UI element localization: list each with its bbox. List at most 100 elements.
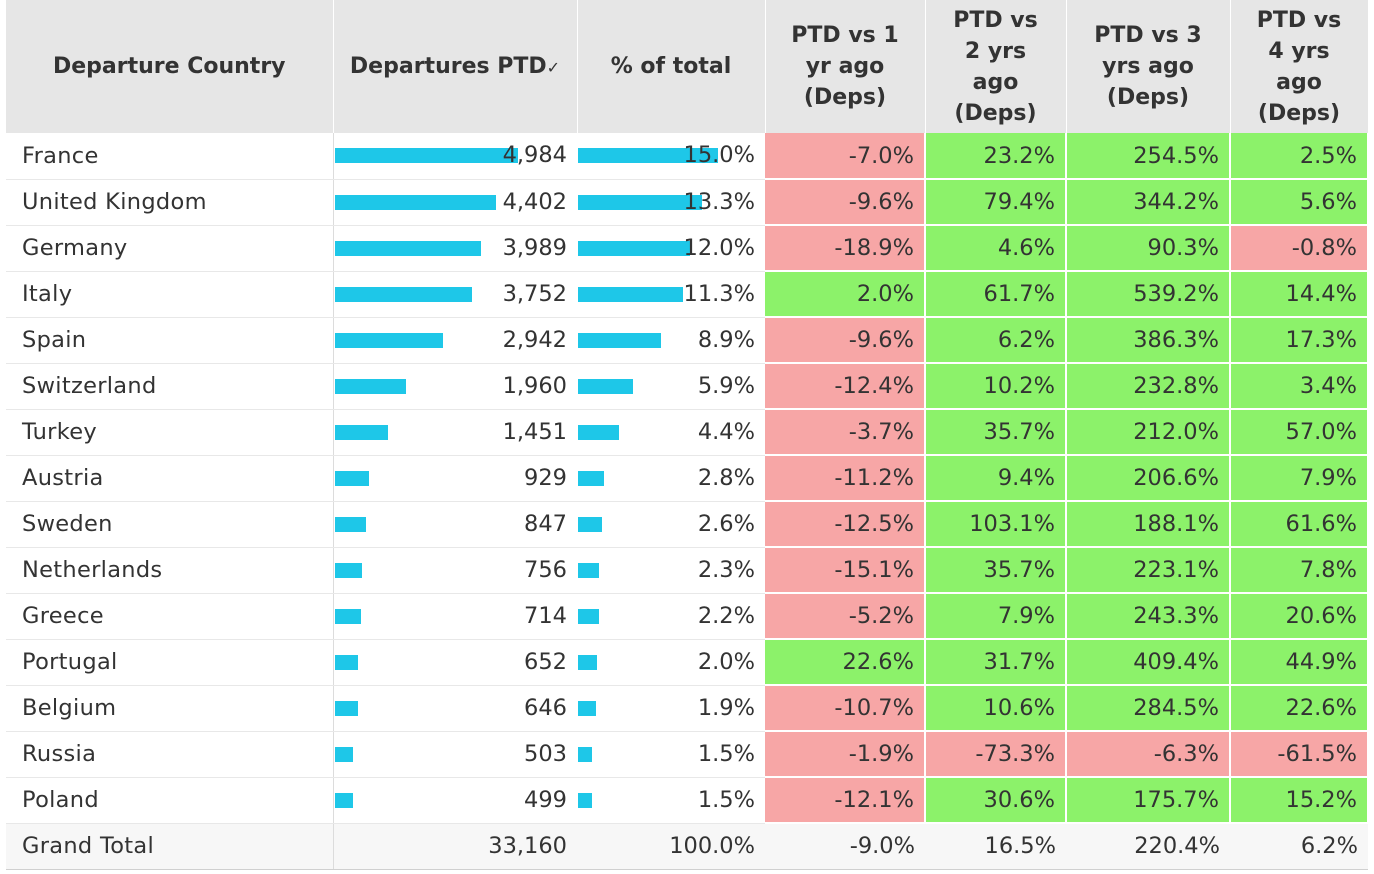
country-cell: Turkey [6,409,333,456]
header-label: PTD vs [953,7,1038,33]
header-pct-of-total[interactable]: % of total [577,0,766,133]
departures-bar [334,240,481,256]
header-vs-2yrs[interactable]: PTD vs 2 yrs ago (Deps) [925,0,1067,133]
grand-total-departures-cell: 33,160 [332,822,577,870]
vs-4yrs-cell: 2.5% [1230,133,1369,180]
pct-cell: 5.9% [577,363,765,410]
departures-value: 4,402 [502,188,567,215]
header-departures-ptd[interactable]: Departures PTD✓ [333,0,578,133]
pct-cell: 2.2% [577,593,765,640]
table-body: France 4,984 15.0% -7.0% 23.2% 254.5% 2.5% Unit… [6,133,1369,870]
vs-3yrs-cell: 90.3% [1066,225,1231,272]
header-vs-3yrs[interactable]: PTD vs 3 yrs ago (Deps) [1066,0,1231,133]
vs-2yrs-cell: 35.7% [925,409,1067,456]
pct-bar [578,654,597,670]
country-cell: United Kingdom [6,179,333,226]
vs-3yrs-cell: -6.3% [1066,731,1231,778]
pct-bar [578,194,703,210]
sort-indicator-icon[interactable]: ✓ [546,57,561,77]
vs-3yrs-cell: 386.3% [1066,317,1231,364]
vs-4yrs-cell: -0.8% [1230,225,1369,272]
vs-1yr-cell: -7.0% [765,133,926,180]
vs-3yrs-cell: 212.0% [1066,409,1231,456]
pct-cell: 2.8% [577,455,765,502]
vs-1yr-cell: -12.4% [765,363,926,410]
table-row: Austria 929 2.8% -11.2% 9.4% 206.6% 7.9% [6,455,1369,502]
departures-bar [334,516,366,532]
departures-bar [334,746,353,762]
vs-2yrs-cell: 10.6% [925,685,1067,732]
vs-4yrs-cell: 7.8% [1230,547,1369,594]
pct-value: 2.2% [697,602,755,629]
vs-1yr-cell: 2.0% [765,271,926,318]
header-label: PTD vs 3 [1094,23,1202,48]
header-label: Departure Country [52,54,286,79]
vs-2yrs-cell: 31.7% [925,639,1067,686]
header-label: PTD vs 1 [791,23,899,48]
header-label: yrs ago [1102,54,1194,79]
vs-4yrs-cell: 57.0% [1230,409,1369,456]
country-cell: Switzerland [6,363,333,410]
country-cell: France [6,133,333,180]
vs-4yrs-cell: 3.4% [1230,363,1369,410]
departures-value: 499 [524,786,567,813]
departures-bar [334,332,443,348]
pct-value: 12.0% [683,234,755,261]
pct-cell: 15.0% [577,133,765,180]
header-label: Departures PTD [349,53,547,79]
departures-bar [334,148,518,163]
grand-total-vs-3yrs: 220.4% [1066,822,1230,870]
departures-value: 847 [524,510,567,537]
grand-total-pct-cell: 100.0% [577,822,765,870]
departures-cell: 646 [332,685,577,732]
pct-value: 5.9% [697,372,755,399]
country-cell: Portugal [6,639,333,686]
table-row: Turkey 1,451 4.4% -3.7% 35.7% 212.0% 57.0% [6,409,1369,456]
pct-value: 1.5% [697,786,755,813]
vs-4yrs-cell: 5.6% [1230,179,1369,226]
table-row: Spain 2,942 8.9% -9.6% 6.2% 386.3% 17.3% [6,317,1369,364]
pct-cell: 2.6% [577,501,765,548]
vs-1yr-cell: -5.2% [765,593,926,640]
departures-table: Departure Country Departures PTD✓ % of tot… [6,0,1369,870]
departures-bar [334,378,407,394]
header-label: 2 yrs [964,38,1027,64]
departures-cell: 756 [332,547,577,594]
departures-value: 714 [524,602,567,629]
pct-value: 15.0% [683,142,755,168]
pct-cell: 11.3% [577,271,765,318]
vs-3yrs-cell: 243.3% [1066,593,1231,640]
pct-cell: 12.0% [577,225,765,272]
header-vs-4yrs[interactable]: PTD vs 4 yrs ago (Deps) [1230,0,1369,133]
departures-cell: 3,752 [332,271,577,318]
departures-bar [334,608,361,624]
pct-value: 1.5% [697,740,755,767]
departures-bar [334,792,353,808]
pct-value: 2.0% [697,648,755,675]
header-departure-country[interactable]: Departure Country [6,0,334,133]
grand-total-vs-2yrs: 16.5% [925,822,1066,870]
vs-2yrs-cell: 9.4% [925,455,1067,502]
vs-4yrs-cell: 20.6% [1230,593,1369,640]
table-row: Netherlands 756 2.3% -15.1% 35.7% 223.1% 7.8% [6,547,1369,594]
vs-2yrs-cell: 103.1% [925,501,1067,548]
departures-cell: 1,451 [332,409,577,456]
pct-bar [578,608,599,624]
pct-bar [578,240,690,256]
pct-value: 2.3% [697,556,755,583]
vs-1yr-cell: -12.1% [765,777,926,824]
header-vs-1yr[interactable]: PTD vs 1 yr ago (Deps) [765,0,926,133]
departures-value: 756 [524,556,567,583]
grand-total-pct: 100.0% [669,832,755,859]
pct-bar [578,792,592,808]
departures-cell: 847 [332,501,577,548]
grand-total-vs-4yrs: 6.2% [1230,822,1368,870]
pct-value: 1.9% [697,694,755,721]
vs-1yr-cell: -10.7% [765,685,926,732]
departures-value: 2,942 [502,326,567,353]
departures-value: 1,451 [502,418,567,445]
vs-1yr-cell: -9.6% [765,179,926,226]
departures-bar [334,700,359,716]
country-cell: Germany [6,225,333,272]
pct-bar [578,378,634,394]
